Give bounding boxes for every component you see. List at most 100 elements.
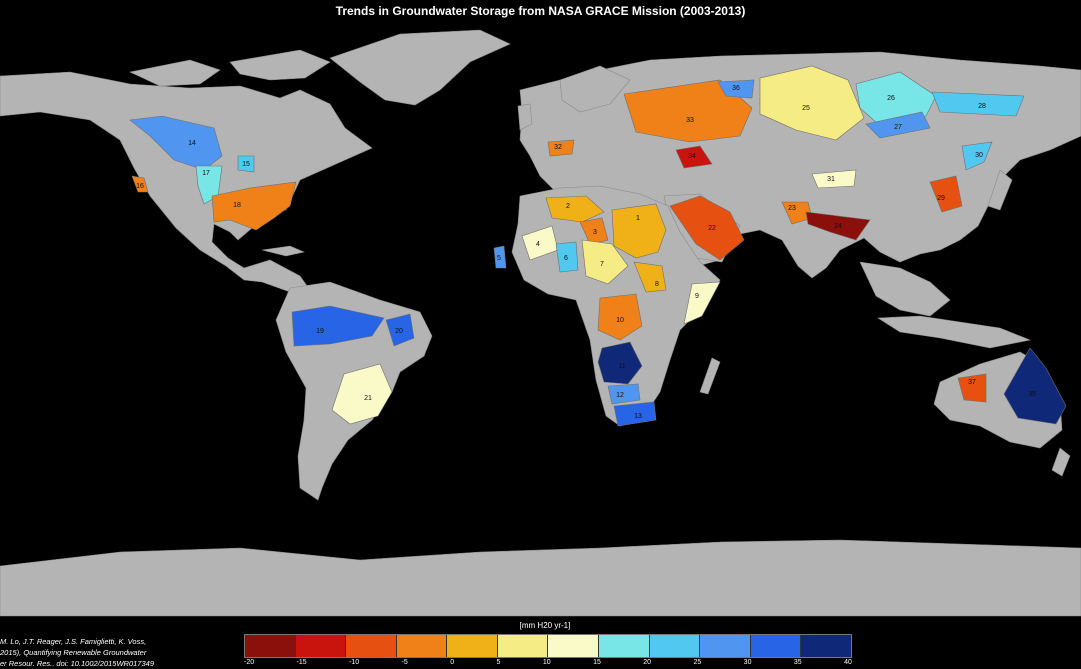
citation-line: 2015), Quantifying Renewable Groundwater — [0, 648, 147, 657]
colorbar-tick-label: -20 — [244, 659, 255, 666]
basin-31 — [811, 169, 857, 189]
basin-1 — [611, 203, 667, 259]
basin-label: 35 — [1028, 391, 1036, 398]
basin-25 — [759, 65, 865, 141]
basin-label: 13 — [634, 413, 642, 420]
basin-label: 22 — [708, 225, 716, 232]
basin-15 — [237, 155, 255, 173]
citation-line: M. Lo, J.T. Reager, J.S. Famiglietti, K.… — [0, 637, 147, 646]
basin-labels-layer: 1 2 3 4 5 6 7 8 9 10 11 12 13 14 15 16 1… — [136, 85, 1036, 420]
basin-label: 34 — [688, 153, 696, 160]
arctic-islands — [229, 49, 331, 81]
basin-label: 20 — [395, 328, 403, 335]
colorbar-cell — [245, 635, 296, 657]
colorbar-tick-label: 30 — [743, 659, 752, 666]
basin-26 — [855, 71, 937, 125]
basin-label: 7 — [600, 261, 604, 268]
basin-17 — [195, 165, 223, 205]
basin-2 — [545, 195, 605, 223]
basin-label: 2 — [566, 203, 570, 210]
colorbar-ticks: -20 -15 -10 -5 0 5 10 15 20 25 30 35 40 — [244, 659, 852, 669]
basin-label: 16 — [136, 183, 144, 190]
basin-10 — [597, 293, 643, 341]
basin-label: 33 — [686, 117, 694, 124]
basin-36 — [717, 79, 755, 99]
greenland — [329, 29, 511, 106]
basin-label: 12 — [616, 392, 624, 399]
north-america — [0, 71, 373, 293]
basin-label: 11 — [618, 363, 625, 370]
basin-22 — [669, 195, 745, 261]
british-isles — [517, 103, 533, 131]
basin-label: 24 — [834, 223, 842, 230]
basin-8 — [633, 261, 667, 293]
colorbar-tick-label: 40 — [844, 659, 852, 666]
basin-label: 5 — [497, 255, 501, 262]
basin-label: 18 — [233, 202, 241, 209]
basin-37 — [957, 373, 987, 403]
madagascar — [699, 357, 721, 395]
basin-label: 25 — [802, 105, 810, 112]
map-title: Trends in Groundwater Storage from NASA … — [335, 4, 746, 18]
colorbar-cell — [295, 635, 347, 657]
colorbar-tick-label: 0 — [450, 659, 455, 666]
basin-12 — [607, 383, 641, 405]
basin-13 — [613, 401, 657, 427]
arctic-islands-2 — [129, 59, 221, 87]
basin-label: 29 — [937, 195, 945, 202]
new-zealand — [1051, 447, 1071, 477]
antarctica — [0, 539, 1081, 617]
basin-label: 3 — [593, 229, 597, 236]
basin-label: 28 — [978, 103, 986, 110]
basin-14 — [129, 115, 223, 171]
basin-label: 10 — [616, 317, 624, 324]
indonesia — [877, 315, 1032, 349]
colorbar-cell — [599, 635, 650, 657]
basin-27 — [865, 111, 931, 139]
japan — [987, 169, 1013, 211]
basin-18 — [211, 181, 297, 231]
basin-35 — [1003, 347, 1067, 425]
basin-label: 6 — [564, 255, 568, 262]
colorbar-cell — [346, 635, 397, 657]
caribbean — [261, 245, 305, 257]
colorbar-cell — [700, 635, 751, 657]
legend-unit: [mm H20 yr-1] — [519, 621, 571, 630]
basin-34 — [675, 145, 713, 169]
colorbar-cell — [497, 635, 549, 657]
scandinavia — [559, 65, 631, 113]
basin-label: 23 — [788, 205, 796, 212]
colorbar-cell — [801, 635, 851, 657]
basin-label: 17 — [202, 170, 210, 177]
basin-label: 36 — [732, 85, 740, 92]
basin-label: 21 — [364, 395, 372, 402]
basin-label: 31 — [827, 176, 835, 183]
basin-7 — [581, 239, 629, 285]
basin-label: 1 — [636, 215, 640, 222]
colorbar-tick-label: 25 — [693, 659, 702, 666]
colorbar-cell — [750, 635, 802, 657]
basins-layer — [129, 65, 1067, 427]
basin-9 — [683, 281, 721, 325]
basin-16 — [131, 175, 149, 193]
citation-line: er Resour. Res., doi: 10.1002/2015WR0173… — [0, 659, 154, 666]
basin-24 — [805, 211, 871, 241]
colorbar-cell — [548, 635, 600, 657]
basin-label: 27 — [894, 124, 902, 131]
colorbar-tick-label: 20 — [643, 659, 652, 666]
colorbar-tick-label: 15 — [593, 659, 601, 666]
basin-label: 32 — [554, 144, 562, 151]
colorbar-tick-label: -10 — [349, 659, 360, 666]
colorbar-tick-label: 5 — [496, 659, 501, 666]
colorbar-tick-label: 35 — [793, 659, 802, 666]
colorbar-cell — [649, 635, 701, 657]
basin-label: 8 — [655, 281, 659, 288]
basin-21 — [331, 363, 393, 425]
basin-label: 15 — [242, 161, 250, 168]
basin-11 — [597, 341, 643, 385]
basin-5 — [493, 245, 507, 269]
basin-30 — [961, 141, 993, 171]
basin-29 — [929, 175, 963, 213]
basin-label: 19 — [316, 328, 324, 335]
